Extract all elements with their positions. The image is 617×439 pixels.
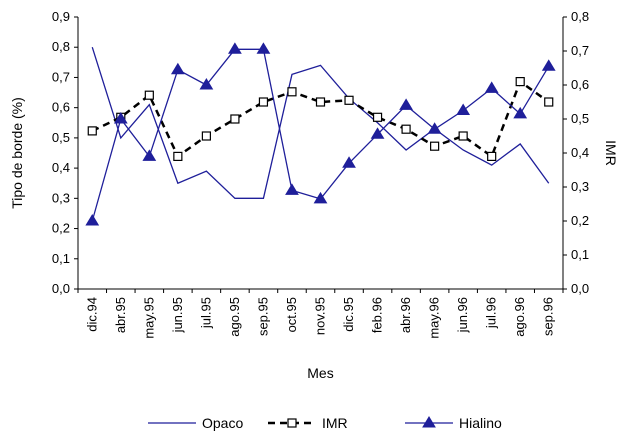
legend-label-imr: IMR xyxy=(322,415,348,431)
legend-marker-hialino xyxy=(422,416,436,428)
series-layer xyxy=(85,42,556,226)
left-tick-label: 0,9 xyxy=(52,9,70,24)
legend-item-opaco: Opaco xyxy=(148,415,243,431)
right-tick-label: 0,7 xyxy=(571,43,589,58)
right-tick-label: 0,1 xyxy=(571,247,589,262)
x-tick-label: may.95 xyxy=(141,297,156,339)
x-tick-label: oct.95 xyxy=(284,297,299,332)
left-tick-label: 0,1 xyxy=(52,251,70,266)
data-point-hialino xyxy=(199,78,214,90)
legend-marker-imr xyxy=(287,418,297,428)
right-tick-label: 0,4 xyxy=(571,145,589,160)
data-point-hialino xyxy=(228,42,242,54)
right-tick-label: 0,0 xyxy=(571,281,589,296)
data-point-hialino xyxy=(256,42,271,54)
data-point-hialino xyxy=(342,156,356,168)
x-tick-label: ago.96 xyxy=(512,297,527,337)
data-point-hialino xyxy=(313,191,328,204)
legend-item-hialino: Hialino xyxy=(405,415,502,431)
x-tick-label: sep.96 xyxy=(541,297,556,336)
left-tick-label: 0,5 xyxy=(52,130,70,145)
x-tick-label: abr.96 xyxy=(398,297,413,333)
data-point-hialino xyxy=(170,62,185,75)
x-tick-label: nov.95 xyxy=(313,297,328,335)
x-tick-label: ago.95 xyxy=(227,297,242,337)
series-imr xyxy=(87,76,554,161)
data-point-imr xyxy=(87,126,97,136)
data-point-hialino xyxy=(427,122,442,134)
legend-label-hialino: Hialino xyxy=(459,415,502,431)
x-tick-label: abr.95 xyxy=(113,297,128,333)
x-tick-label: feb.96 xyxy=(370,297,385,333)
data-point-imr xyxy=(201,131,211,141)
data-point-hialino xyxy=(370,127,385,139)
left-tick-label: 0,7 xyxy=(52,69,70,84)
data-point-imr xyxy=(515,76,525,87)
left-tick-label: 0,3 xyxy=(52,190,70,205)
data-point-imr xyxy=(401,124,411,134)
x-tick-label: jul.96 xyxy=(484,297,499,329)
data-point-hialino xyxy=(142,149,157,161)
left-axis: 0,0 0,1 0,2 0,3 0,4 0,5 0,6 0,7 0,8 0,9 xyxy=(52,9,78,296)
data-point-imr xyxy=(258,97,269,107)
x-axis: dic.94 abr.95 may.95 jun.95 jul.95 ago.95 sep.… xyxy=(77,289,564,339)
right-tick-label: 0,3 xyxy=(571,179,589,194)
legend-label-opaco: Opaco xyxy=(202,415,243,431)
data-point-hialino xyxy=(541,59,556,71)
data-point-imr xyxy=(487,151,497,161)
x-tick-label: may.96 xyxy=(427,297,442,339)
x-tick-label: jun.95 xyxy=(170,297,185,333)
data-point-imr xyxy=(458,131,468,141)
data-point-imr xyxy=(430,141,440,151)
data-point-imr xyxy=(144,90,154,100)
x-tick-label: dic.95 xyxy=(341,297,356,332)
data-point-imr xyxy=(287,87,297,97)
data-point-hialino xyxy=(85,214,100,226)
left-tick-label: 0,2 xyxy=(52,221,70,236)
data-point-imr xyxy=(315,97,326,107)
y2-axis-title: IMR xyxy=(603,140,617,166)
data-point-hialino xyxy=(399,98,413,110)
left-tick-label: 0,0 xyxy=(52,281,70,296)
x-tick-label: sep.95 xyxy=(255,297,270,336)
series-line-imr xyxy=(91,79,550,159)
x-tick-label: jun.96 xyxy=(455,297,470,333)
series-hialino xyxy=(85,42,556,226)
left-tick-label: 0,4 xyxy=(52,160,70,175)
legend: Opaco IMR Hialino xyxy=(148,415,502,431)
x-tick-label: jul.95 xyxy=(198,297,213,329)
series-opaco xyxy=(91,47,550,199)
right-tick-label: 0,6 xyxy=(571,77,589,92)
data-point-imr xyxy=(544,97,554,107)
data-point-imr xyxy=(173,151,183,161)
y-axis-title: Tipo de borde (%) xyxy=(9,97,25,209)
x-axis-title: Mes xyxy=(307,365,333,381)
series-line-opaco xyxy=(91,47,550,199)
right-tick-label: 0,8 xyxy=(571,9,589,24)
data-point-imr xyxy=(230,114,240,124)
data-point-hialino xyxy=(513,106,528,119)
data-point-imr xyxy=(344,95,354,105)
data-point-hialino xyxy=(113,112,128,124)
x-tick-label: dic.94 xyxy=(84,297,99,332)
data-point-hialino xyxy=(484,81,499,93)
left-tick-label: 0,6 xyxy=(52,100,70,115)
right-tick-label: 0,2 xyxy=(571,213,589,228)
data-point-hialino xyxy=(285,183,299,195)
right-tick-label: 0,5 xyxy=(571,111,589,126)
legend-item-imr: IMR xyxy=(268,415,348,431)
data-point-hialino xyxy=(456,103,471,115)
right-axis: 0,0 0,1 0,2 0,3 0,4 0,5 0,6 0,7 0,8 xyxy=(563,9,589,296)
data-point-imr xyxy=(372,112,383,122)
left-tick-label: 0,8 xyxy=(52,39,70,54)
